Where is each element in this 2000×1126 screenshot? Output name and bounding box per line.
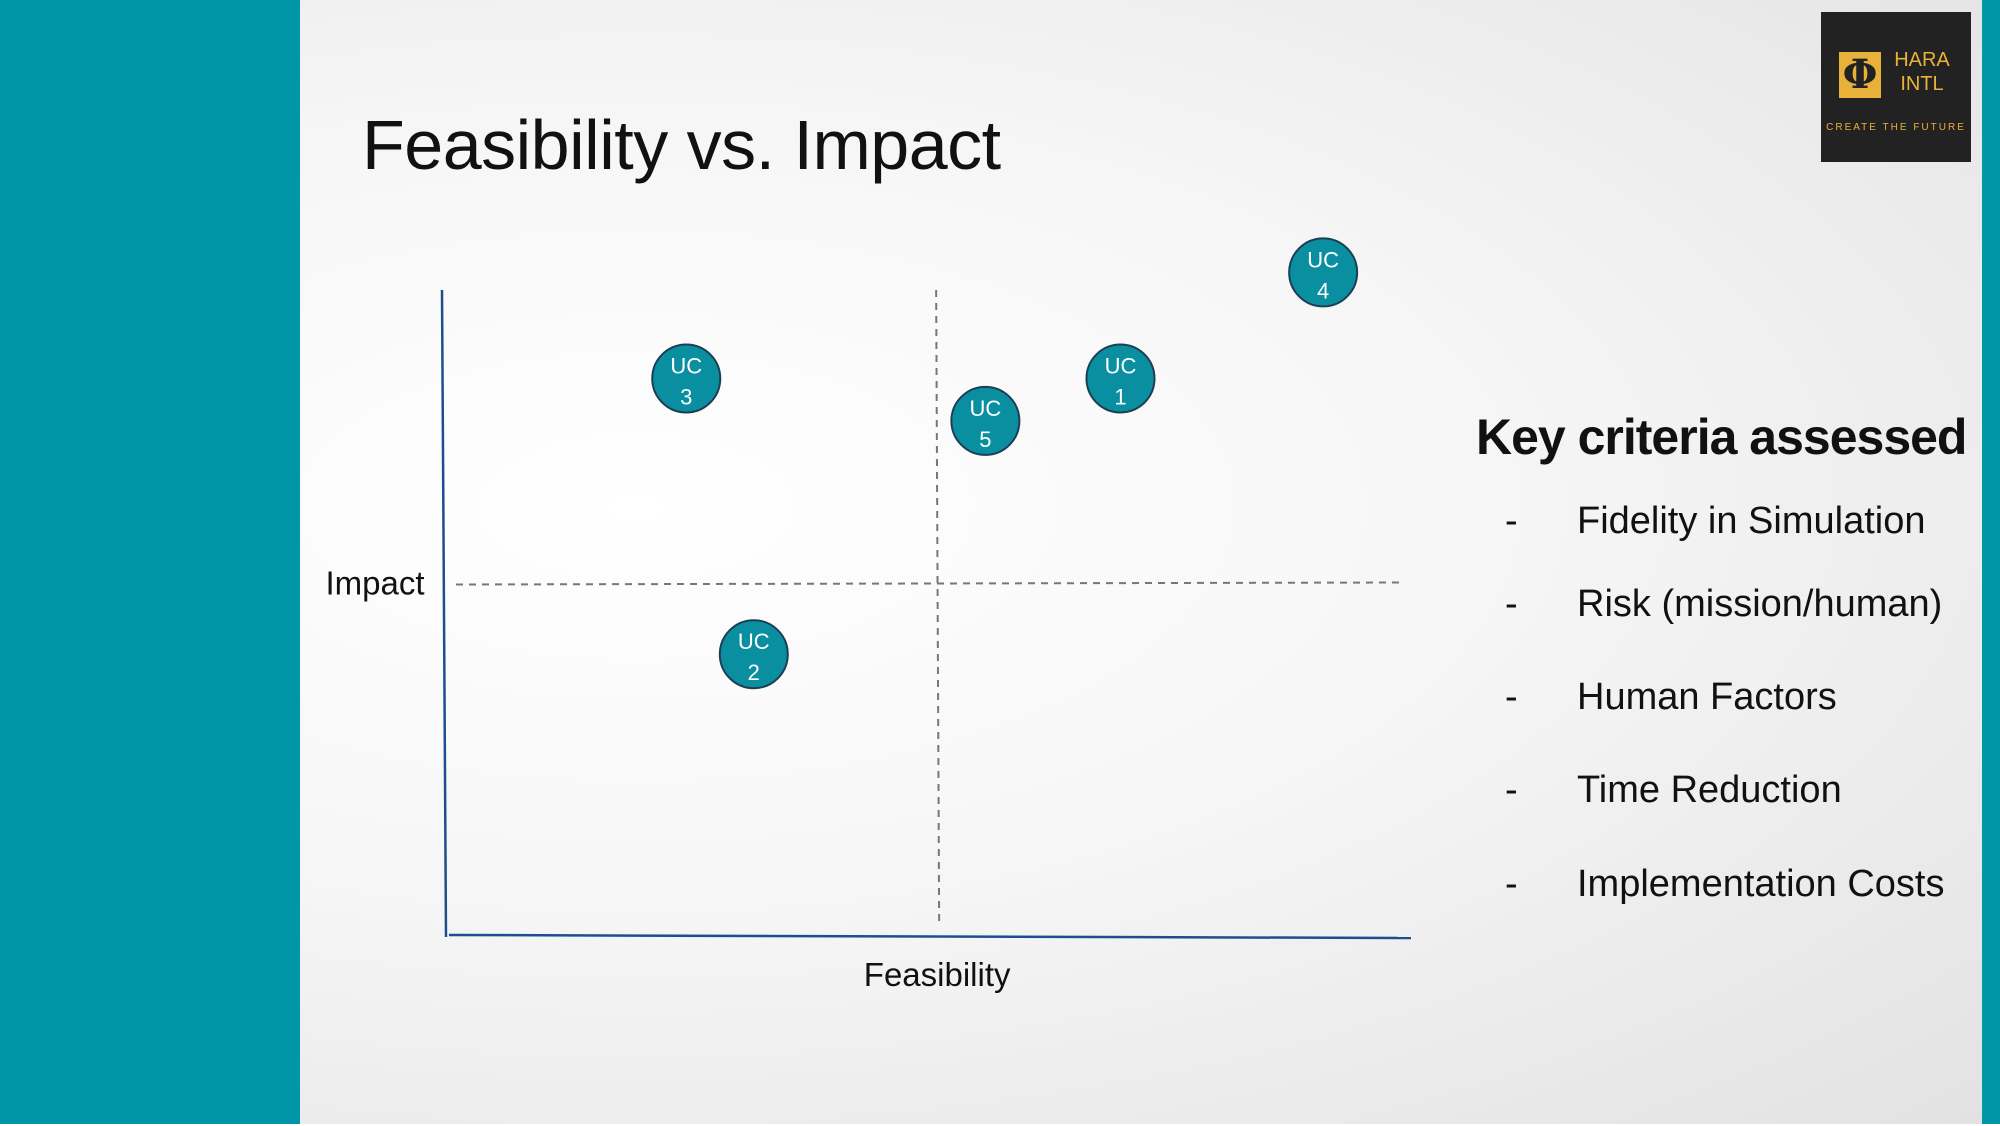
x-axis-label: Feasibility (864, 956, 1011, 993)
use-case-point: UC 2 (718, 619, 789, 690)
use-case-marker (651, 343, 722, 414)
phi-logo-icon: Φ (1839, 52, 1881, 98)
criteria-dash: - (1505, 769, 1518, 811)
use-case-label: UC (670, 353, 702, 378)
use-case-point: UC 4 (1288, 237, 1359, 308)
criteria-text: Fidelity in Simulation (1577, 500, 1926, 542)
use-case-label: UC (738, 629, 770, 654)
left-accent-bar (0, 0, 300, 1126)
x-axis-line (448, 933, 1412, 940)
use-case-point: UC 1 (1085, 343, 1156, 414)
y-axis-label: Impact (325, 565, 424, 602)
criteria-item-human-factors: - Human Factors (1505, 676, 1837, 719)
use-case-label: 4 (1317, 278, 1329, 303)
criteria-dash: - (1505, 676, 1518, 718)
use-case-label: UC (1105, 353, 1137, 378)
criteria-dash: - (1505, 583, 1518, 625)
use-case-marker (1085, 343, 1156, 414)
use-case-label: 5 (979, 427, 991, 452)
criteria-dash: - (1505, 863, 1518, 905)
use-case-marker (950, 385, 1021, 456)
criteria-item-fidelity: - Fidelity in Simulation (1505, 500, 1925, 543)
criteria-text: Human Factors (1577, 676, 1837, 718)
criteria-heading: Key criteria assessed (1476, 409, 1967, 465)
criteria-item-implementation-costs: - Implementation Costs (1505, 863, 1945, 906)
right-accent-edge (1982, 0, 2000, 1126)
horizontal-quadrant-divider (455, 581, 1403, 586)
bottom-border (0, 1124, 2000, 1126)
company-logo: Φ HARA INTL CREATE THE FUTURE (1821, 12, 1971, 162)
logo-brand-line1: HARA (1894, 49, 1950, 71)
use-case-label: UC (1307, 247, 1339, 272)
logo-brand: HARA INTL (1887, 48, 1957, 96)
criteria-text: Time Reduction (1577, 769, 1842, 811)
page-title: Feasibility vs. Impact (362, 106, 1001, 184)
use-case-label: 1 (1114, 384, 1126, 409)
use-case-label: 3 (680, 384, 692, 409)
use-case-point: UC 5 (950, 385, 1021, 456)
y-axis-line (440, 289, 448, 938)
logo-brand-line2: INTL (1900, 73, 1944, 95)
use-case-label: 2 (748, 660, 760, 685)
use-case-marker (718, 619, 789, 690)
criteria-item-time-reduction: - Time Reduction (1505, 769, 1842, 812)
use-case-point: UC 3 (651, 343, 722, 414)
criteria-item-risk: - Risk (mission/human) (1505, 583, 1942, 626)
data-points: UC 1 UC 2 UC 3 UC 4 UC 5 (651, 237, 1359, 690)
use-case-label: UC (970, 396, 1002, 421)
criteria-dash: - (1505, 500, 1518, 542)
logo-tagline: CREATE THE FUTURE (1826, 122, 1966, 133)
criteria-text: Risk (mission/human) (1577, 583, 1943, 625)
criteria-text: Implementation Costs (1577, 863, 1945, 905)
use-case-marker (1288, 237, 1359, 308)
vertical-quadrant-divider (935, 289, 941, 923)
